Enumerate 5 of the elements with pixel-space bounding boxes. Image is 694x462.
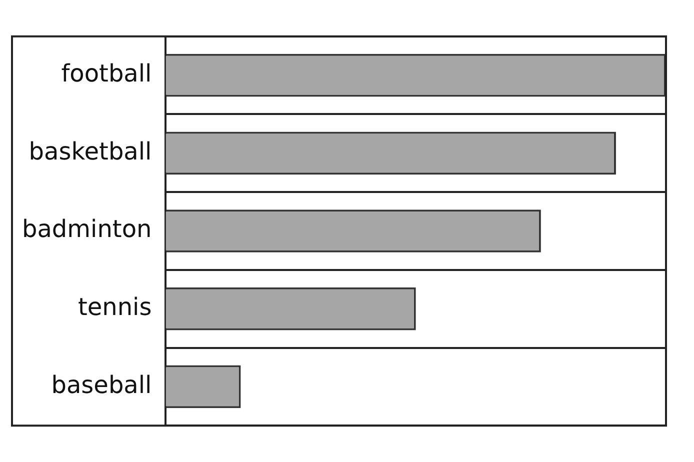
y-tick-label: badminton <box>22 215 152 244</box>
y-tick-label: tennis <box>78 293 152 322</box>
y-tick-label: basketball <box>28 137 152 166</box>
y-tick-label: football <box>61 60 152 88</box>
y-tick-label: baseball <box>51 370 152 399</box>
